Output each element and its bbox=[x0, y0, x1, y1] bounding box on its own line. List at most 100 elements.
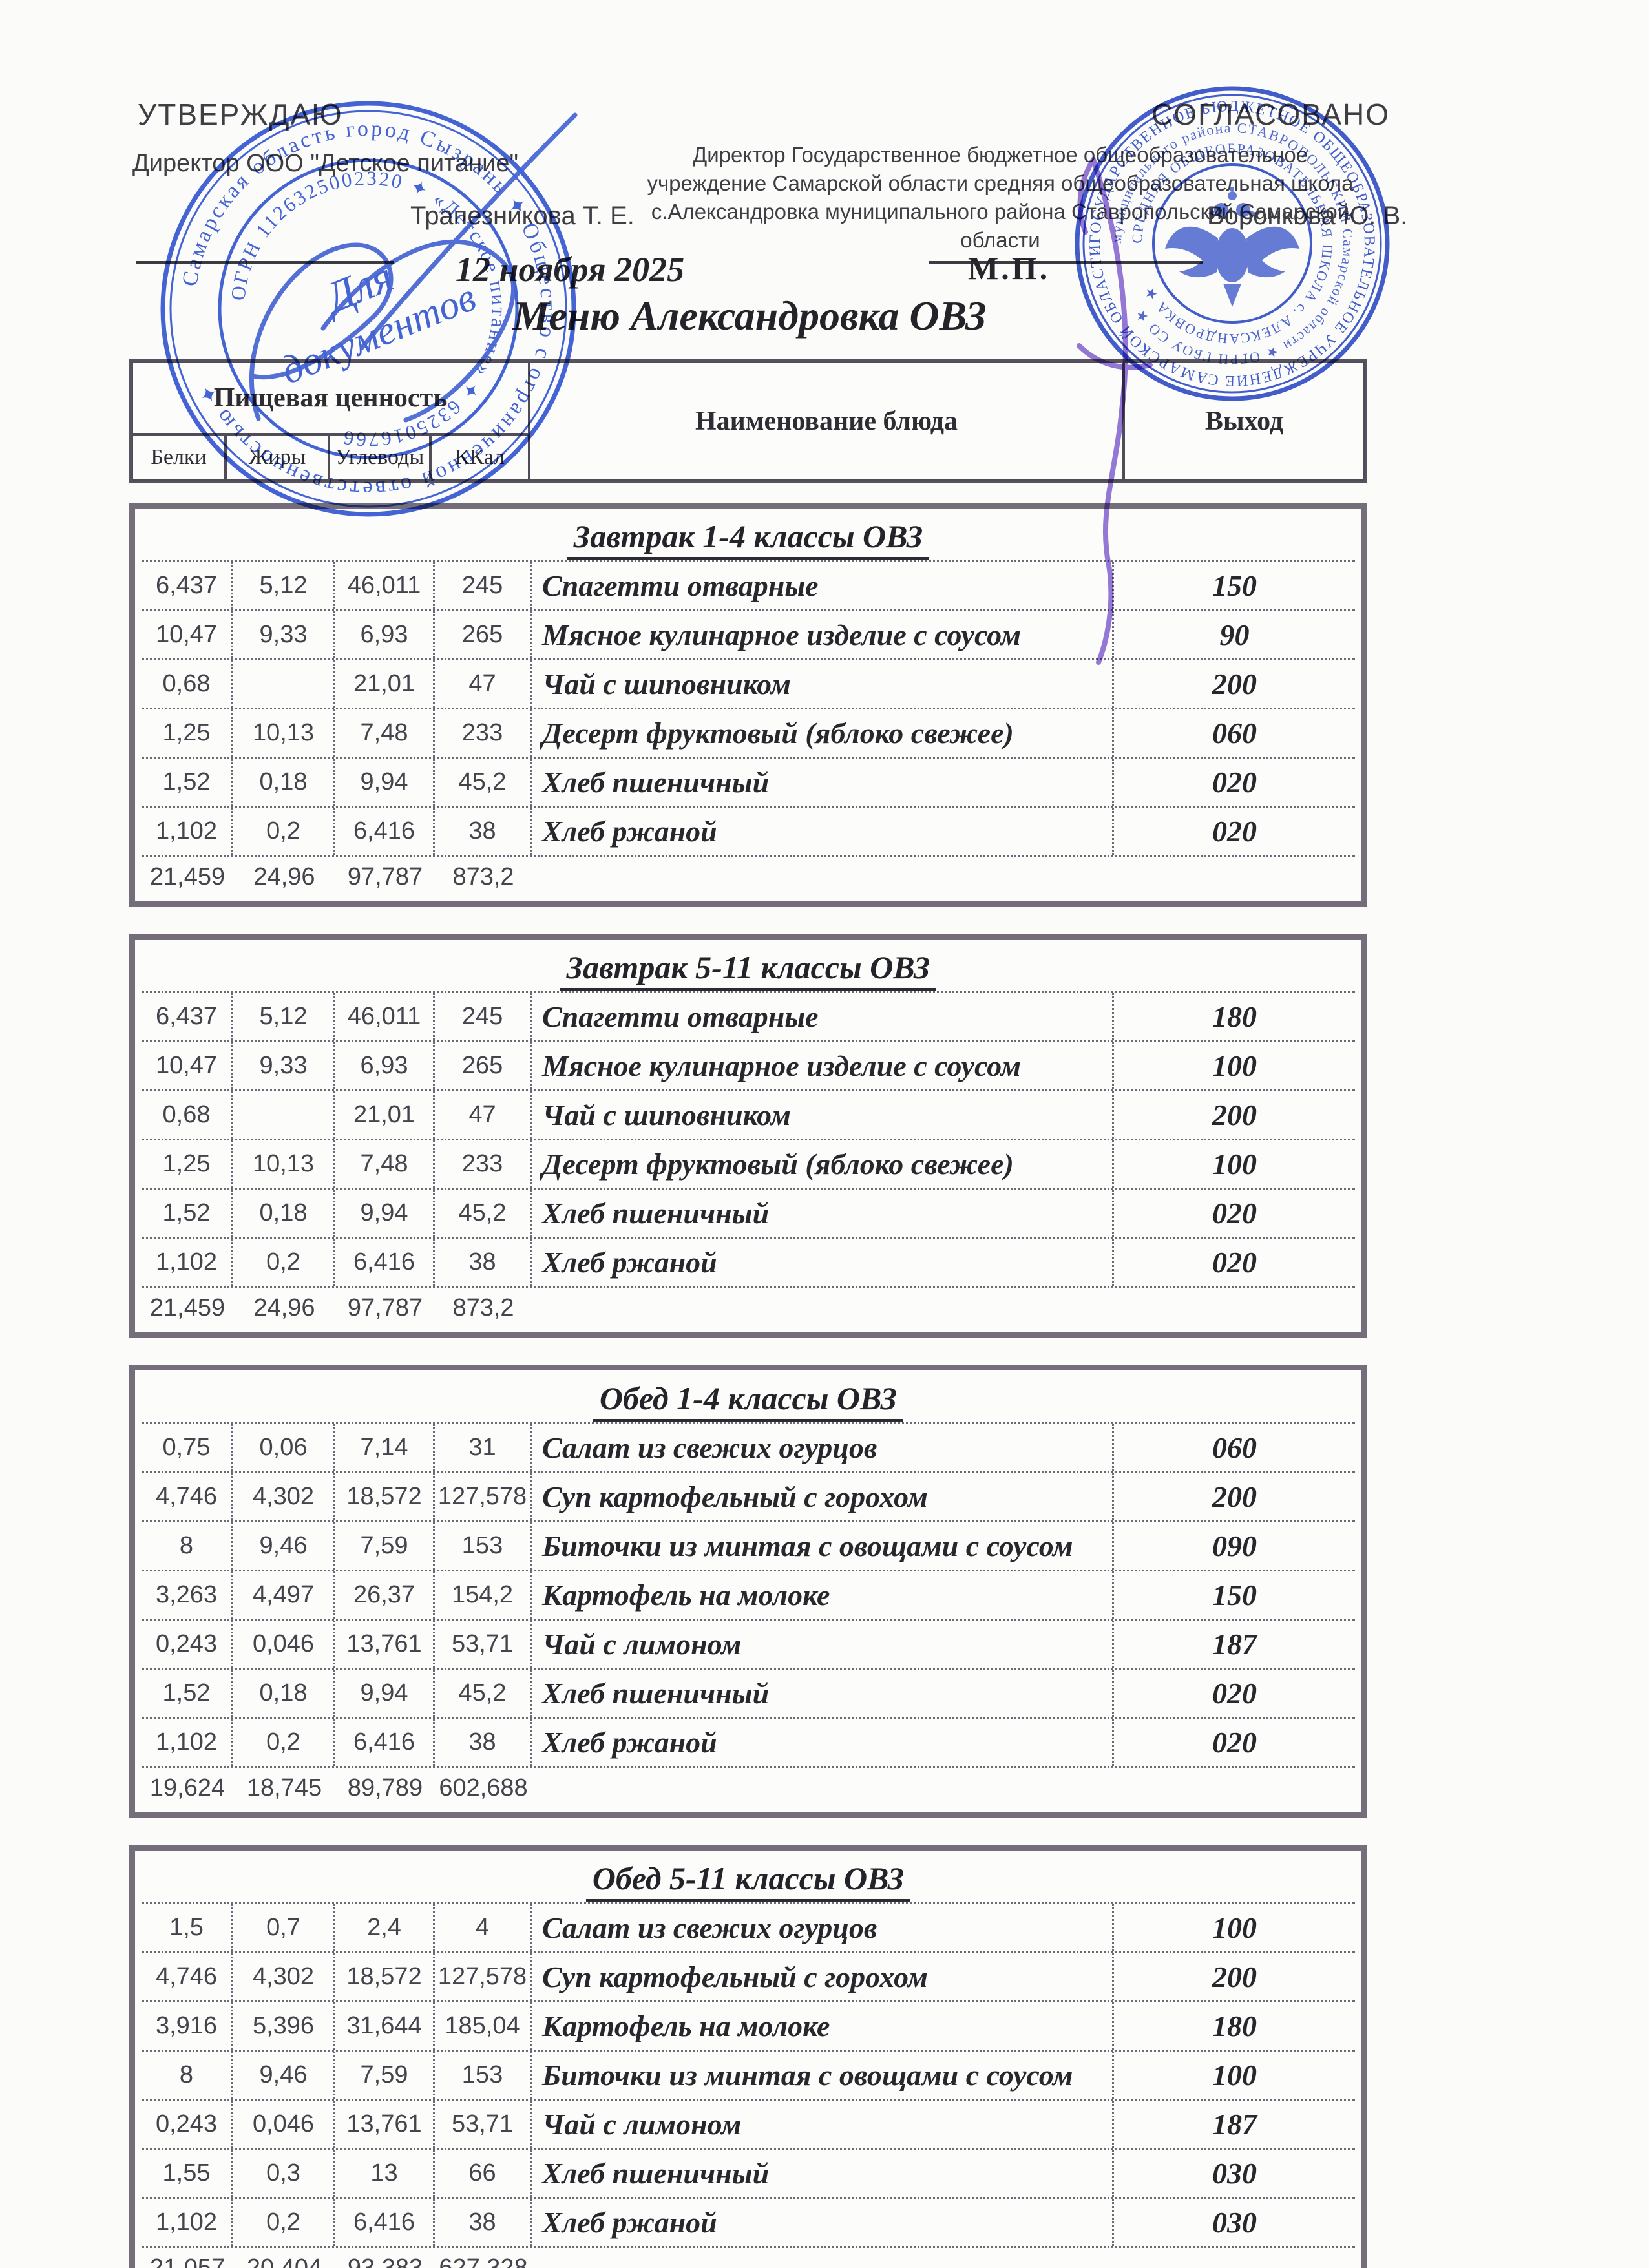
approve-role: Директор ООО "Детское питание" bbox=[132, 150, 519, 177]
kcal-cell: 185,04 bbox=[435, 2002, 532, 2050]
kcal-cell: 38 bbox=[435, 1239, 532, 1286]
section-totals-row: 21,459 24,96 97,787 873,2 bbox=[142, 855, 1355, 901]
dish-name-cell: Салат из свежих огурцов bbox=[532, 1424, 1114, 1471]
dish-name-cell: Биточки из минтая с овощами с соусом bbox=[532, 1522, 1114, 1570]
totals-cell: 602,688 bbox=[439, 1774, 528, 1801]
section-totals-row: 21,459 24,96 97,787 873,2 bbox=[142, 1286, 1355, 1332]
totals-cell: 873,2 bbox=[452, 1294, 514, 1321]
menu-row: 1,52 0,18 9,94 45,2 Хлеб пшеничный 020 bbox=[142, 1188, 1355, 1237]
totals-cell: 24,96 bbox=[253, 863, 315, 890]
kcal-cell: 45,2 bbox=[435, 759, 532, 806]
output-cell: 100 bbox=[1212, 1148, 1257, 1181]
menu-row: 3,263 4,497 26,37 154,2 Картофель на мол… bbox=[142, 1570, 1355, 1619]
protein-cell: 0,75 bbox=[142, 1424, 233, 1471]
totals-cell: 21,459 bbox=[149, 863, 226, 890]
section-rows: 1,5 0,7 2,4 4 Салат из свежих огурцов 10… bbox=[142, 1902, 1355, 2246]
output-cell: 020 bbox=[1212, 815, 1257, 848]
fat-cell: 0,046 bbox=[233, 2101, 335, 2148]
protein-cell: 1,102 bbox=[142, 808, 233, 855]
menu-row: 0,68 21,01 47 Чай с шиповником 200 bbox=[142, 1089, 1355, 1139]
totals-cell: 93,383 bbox=[347, 2254, 423, 2268]
totals-cell: 873,2 bbox=[452, 863, 514, 890]
protein-cell: 10,47 bbox=[142, 1042, 233, 1089]
totals-cell: 24,96 bbox=[253, 1294, 315, 1321]
kcal-cell: 154,2 bbox=[435, 1571, 532, 1619]
fat-column-header: Жиры bbox=[226, 434, 329, 481]
output-cell: 90 bbox=[1219, 618, 1250, 651]
protein-cell: 1,55 bbox=[142, 2150, 233, 2197]
output-cell: 060 bbox=[1212, 1431, 1257, 1464]
fat-cell: 9,33 bbox=[233, 1042, 335, 1089]
carbs-cell: 6,416 bbox=[335, 808, 435, 855]
fat-cell: 0,2 bbox=[233, 1719, 335, 1766]
protein-cell: 4,746 bbox=[142, 1953, 233, 2000]
kcal-cell: 31 bbox=[435, 1424, 532, 1471]
menu-content: Пищевая ценность Наименование блюда Выхо… bbox=[129, 359, 1367, 2268]
dish-name-cell: Спагетти отварные bbox=[532, 562, 1114, 609]
carbs-cell: 6,416 bbox=[335, 1719, 435, 1766]
totals-cell: 89,789 bbox=[347, 1774, 423, 1801]
section-title-text: Завтрак 5-11 классы ОВЗ bbox=[560, 949, 937, 991]
dish-name-cell: Чай с шиповником bbox=[532, 1091, 1114, 1139]
agree-name: Воронкова Ю. В. bbox=[1207, 202, 1408, 230]
protein-cell: 1,52 bbox=[142, 1190, 233, 1237]
protein-cell: 1,102 bbox=[142, 2199, 233, 2246]
protein-column-header: Белки bbox=[132, 434, 226, 481]
menu-row: 1,52 0,18 9,94 45,2 Хлеб пшеничный 020 bbox=[142, 757, 1355, 806]
output-cell: 187 bbox=[1212, 2108, 1257, 2141]
carbs-cell: 13 bbox=[335, 2150, 435, 2197]
carbs-cell: 9,94 bbox=[335, 1190, 435, 1237]
dish-name-cell: Чай с лимоном bbox=[532, 1621, 1114, 1668]
section-rows: 0,75 0,06 7,14 31 Салат из свежих огурцо… bbox=[142, 1422, 1355, 1766]
menu-row: 0,243 0,046 13,761 53,71 Чай с лимоном 1… bbox=[142, 2099, 1355, 2148]
protein-cell: 1,5 bbox=[142, 1904, 233, 1951]
fat-cell bbox=[233, 1091, 335, 1139]
section-totals-row: 19,624 18,745 89,789 602,688 bbox=[142, 1766, 1355, 1812]
carbs-cell: 2,4 bbox=[335, 1904, 435, 1951]
output-cell: 090 bbox=[1212, 1529, 1257, 1562]
menu-row: 0,243 0,046 13,761 53,71 Чай с лимоном 1… bbox=[142, 1619, 1355, 1668]
menu-row: 10,47 9,33 6,93 265 Мясное кулинарное из… bbox=[142, 1040, 1355, 1089]
totals-cell: 21,057 bbox=[149, 2254, 226, 2268]
carbs-cell: 31,644 bbox=[335, 2002, 435, 2050]
fat-cell: 0,2 bbox=[233, 2199, 335, 2246]
fat-cell: 4,497 bbox=[233, 1571, 335, 1619]
output-cell: 200 bbox=[1212, 1960, 1257, 1993]
dish-name-cell: Хлеб ржаной bbox=[532, 1239, 1114, 1286]
section-title: Обед 1-4 классы ОВЗ bbox=[142, 1372, 1355, 1422]
fat-cell: 0,7 bbox=[233, 1904, 335, 1951]
protein-cell: 8 bbox=[142, 1522, 233, 1570]
protein-cell: 6,437 bbox=[142, 993, 233, 1040]
output-cell: 200 bbox=[1212, 1480, 1257, 1513]
kcal-cell: 4 bbox=[435, 1904, 532, 1951]
dish-name-cell: Картофель на молоке bbox=[532, 2002, 1114, 2050]
section-title-text: Обед 5-11 классы ОВЗ bbox=[585, 1860, 911, 1902]
section-title-text: Обед 1-4 классы ОВЗ bbox=[593, 1380, 904, 1422]
protein-cell: 0,68 bbox=[142, 1091, 233, 1139]
protein-cell: 6,437 bbox=[142, 562, 233, 609]
protein-cell: 1,52 bbox=[142, 759, 233, 806]
totals-cell: 97,787 bbox=[347, 863, 423, 890]
dish-name-cell: Хлеб пшеничный bbox=[532, 2150, 1114, 2197]
agreer-signature-line bbox=[929, 231, 1203, 264]
kcal-cell: 153 bbox=[435, 1522, 532, 1570]
output-cell: 187 bbox=[1212, 1628, 1257, 1661]
carbs-cell: 6,93 bbox=[335, 611, 435, 658]
approve-label: УТВЕРЖДАЮ bbox=[138, 98, 343, 131]
kcal-cell: 45,2 bbox=[435, 1190, 532, 1237]
seal-place-mark: М.П. bbox=[968, 250, 1051, 286]
fat-cell: 5,396 bbox=[233, 2002, 335, 2050]
carbs-cell: 26,37 bbox=[335, 1571, 435, 1619]
totals-cell: 18,745 bbox=[246, 1774, 322, 1801]
protein-cell: 3,263 bbox=[142, 1571, 233, 1619]
kcal-cell: 38 bbox=[435, 1719, 532, 1766]
kcal-cell: 38 bbox=[435, 2199, 532, 2246]
section-rows: 6,437 5,12 46,011 245 Спагетти отварные … bbox=[142, 560, 1355, 855]
output-cell: 150 bbox=[1212, 1579, 1257, 1612]
agree-label: СОГЛАСОВАНО bbox=[1151, 98, 1390, 131]
output-column-header: Выход bbox=[1124, 362, 1365, 481]
dish-name-cell: Суп картофельный с горохом bbox=[532, 1953, 1114, 2000]
fat-cell: 10,13 bbox=[233, 1140, 335, 1188]
dish-name-cell: Десерт фруктовый (яблоко свежее) bbox=[532, 709, 1114, 757]
output-cell: 030 bbox=[1212, 2157, 1257, 2190]
